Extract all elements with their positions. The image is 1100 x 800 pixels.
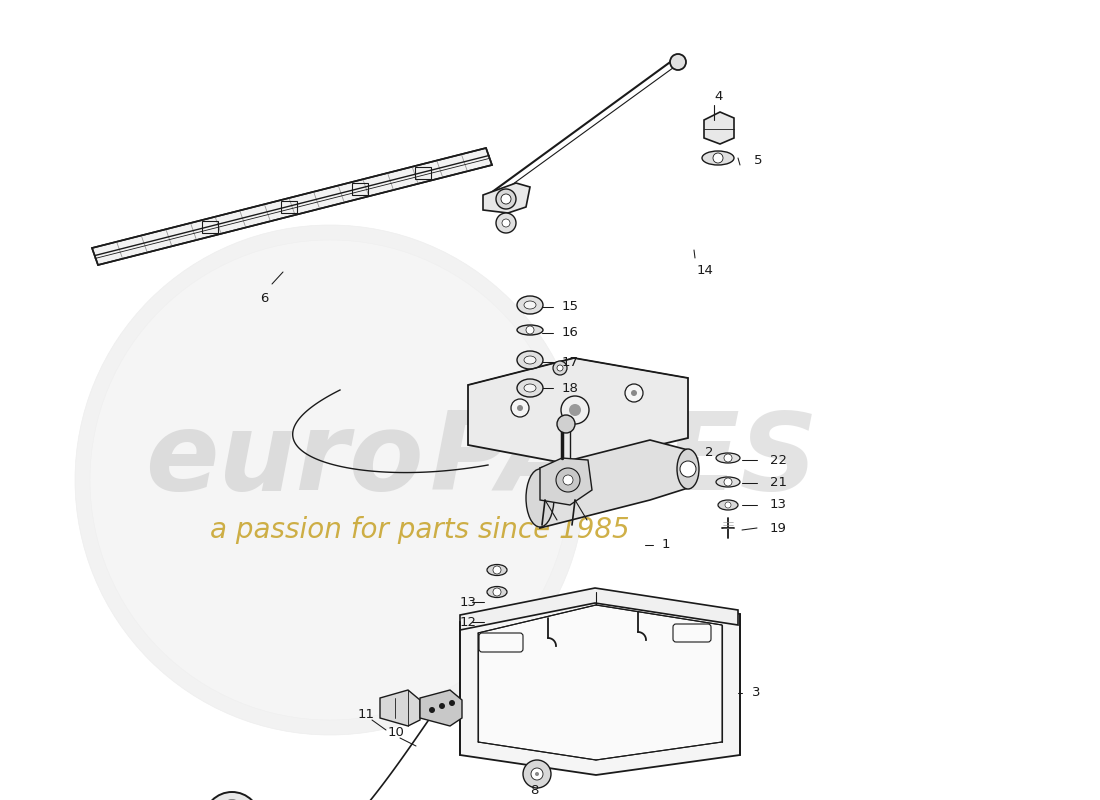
Polygon shape bbox=[540, 440, 688, 528]
Circle shape bbox=[496, 189, 516, 209]
Polygon shape bbox=[478, 605, 722, 760]
Text: 10: 10 bbox=[388, 726, 405, 739]
Text: 14: 14 bbox=[697, 263, 714, 277]
Ellipse shape bbox=[517, 351, 543, 369]
Ellipse shape bbox=[676, 449, 698, 489]
Text: 22: 22 bbox=[770, 454, 786, 466]
Polygon shape bbox=[420, 690, 462, 726]
Circle shape bbox=[526, 326, 534, 334]
Polygon shape bbox=[540, 458, 592, 505]
Circle shape bbox=[563, 475, 573, 485]
Text: 1: 1 bbox=[662, 538, 671, 551]
Circle shape bbox=[439, 703, 446, 709]
Circle shape bbox=[496, 213, 516, 233]
Text: 13: 13 bbox=[770, 498, 786, 511]
Circle shape bbox=[680, 461, 696, 477]
Text: 21: 21 bbox=[770, 477, 786, 490]
Text: 5: 5 bbox=[754, 154, 762, 166]
Text: 19: 19 bbox=[770, 522, 786, 534]
Ellipse shape bbox=[487, 586, 507, 598]
Text: 8: 8 bbox=[530, 783, 538, 797]
Circle shape bbox=[557, 415, 575, 433]
Text: a passion for parts since 1985: a passion for parts since 1985 bbox=[210, 516, 630, 544]
Ellipse shape bbox=[716, 477, 740, 487]
Ellipse shape bbox=[526, 469, 554, 527]
Circle shape bbox=[561, 396, 588, 424]
Circle shape bbox=[517, 405, 522, 411]
Circle shape bbox=[493, 588, 500, 596]
Circle shape bbox=[569, 404, 581, 416]
Circle shape bbox=[631, 390, 637, 396]
Ellipse shape bbox=[487, 565, 507, 575]
Ellipse shape bbox=[524, 384, 536, 392]
Circle shape bbox=[725, 502, 732, 508]
Circle shape bbox=[713, 153, 723, 163]
Text: 17: 17 bbox=[562, 355, 579, 369]
Ellipse shape bbox=[718, 500, 738, 510]
Text: 12: 12 bbox=[460, 615, 477, 629]
Circle shape bbox=[512, 399, 529, 417]
Polygon shape bbox=[483, 183, 530, 213]
Ellipse shape bbox=[702, 151, 734, 165]
Circle shape bbox=[556, 468, 580, 492]
Circle shape bbox=[724, 478, 732, 486]
Text: 13: 13 bbox=[460, 595, 477, 609]
Ellipse shape bbox=[524, 301, 536, 309]
Ellipse shape bbox=[517, 379, 543, 397]
Circle shape bbox=[204, 792, 260, 800]
Polygon shape bbox=[92, 148, 492, 265]
Polygon shape bbox=[460, 588, 738, 630]
Ellipse shape bbox=[716, 453, 740, 463]
Text: PARES: PARES bbox=[430, 407, 818, 513]
Circle shape bbox=[429, 707, 434, 713]
Circle shape bbox=[557, 365, 563, 371]
Circle shape bbox=[670, 54, 686, 70]
Ellipse shape bbox=[524, 356, 536, 364]
Text: 16: 16 bbox=[562, 326, 579, 339]
Circle shape bbox=[493, 566, 500, 574]
Circle shape bbox=[625, 384, 644, 402]
Circle shape bbox=[535, 772, 539, 776]
Ellipse shape bbox=[517, 296, 543, 314]
Circle shape bbox=[500, 194, 512, 204]
Ellipse shape bbox=[517, 325, 543, 335]
Text: 6: 6 bbox=[260, 291, 268, 305]
Polygon shape bbox=[468, 358, 688, 465]
Text: 3: 3 bbox=[752, 686, 760, 699]
Circle shape bbox=[502, 219, 510, 227]
Circle shape bbox=[522, 760, 551, 788]
Polygon shape bbox=[379, 690, 420, 726]
Circle shape bbox=[724, 454, 732, 462]
Text: 11: 11 bbox=[358, 709, 375, 722]
Text: 4: 4 bbox=[714, 90, 723, 103]
Polygon shape bbox=[704, 112, 734, 144]
Text: 18: 18 bbox=[562, 382, 579, 394]
Circle shape bbox=[75, 225, 585, 735]
Text: 15: 15 bbox=[562, 301, 579, 314]
Circle shape bbox=[90, 240, 570, 720]
Circle shape bbox=[449, 700, 455, 706]
Polygon shape bbox=[460, 592, 740, 775]
Circle shape bbox=[553, 361, 566, 375]
Text: euro: euro bbox=[145, 407, 424, 513]
Circle shape bbox=[531, 768, 543, 780]
Text: 2: 2 bbox=[705, 446, 714, 459]
